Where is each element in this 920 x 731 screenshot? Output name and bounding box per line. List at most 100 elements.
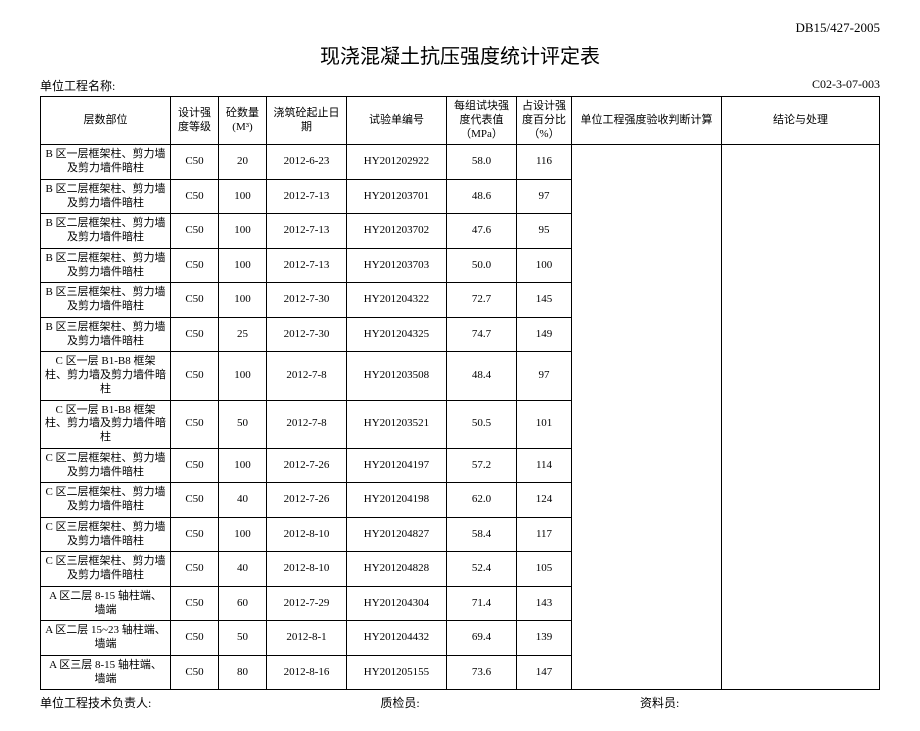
cell-grade: C50 — [171, 317, 219, 352]
cell-date: 2012-6-23 — [267, 145, 347, 180]
cell-position: C 区二层框架柱、剪力墙及剪力墙件暗柱 — [41, 483, 171, 518]
th-result: 结论与处理 — [722, 97, 880, 145]
cell-rep: 62.0 — [447, 483, 517, 518]
cell-rep: 52.4 — [447, 552, 517, 587]
cell-date: 2012-7-8 — [267, 400, 347, 448]
cell-position: C 区三层框架柱、剪力墙及剪力墙件暗柱 — [41, 552, 171, 587]
cell-grade: C50 — [171, 248, 219, 283]
cell-grade: C50 — [171, 145, 219, 180]
cell-position: B 区一层框架柱、剪力墙及剪力墙件暗柱 — [41, 145, 171, 180]
cell-date: 2012-8-10 — [267, 517, 347, 552]
page-title: 现浇混凝土抗压强度统计评定表 — [40, 40, 880, 69]
cell-pct: 147 — [517, 655, 572, 690]
cell-grade: C50 — [171, 621, 219, 656]
cell-specimen: HY201204198 — [347, 483, 447, 518]
cell-pct: 149 — [517, 317, 572, 352]
form-number: C02-3-07-003 — [812, 77, 880, 94]
cell-specimen: HY201202922 — [347, 145, 447, 180]
cell-specimen: HY201204325 — [347, 317, 447, 352]
cell-qty: 60 — [219, 586, 267, 621]
cell-grade: C50 — [171, 552, 219, 587]
cell-grade: C50 — [171, 586, 219, 621]
cell-rep: 50.0 — [447, 248, 517, 283]
cell-date: 2012-7-30 — [267, 317, 347, 352]
th-specimen: 试验单编号 — [347, 97, 447, 145]
cell-pct: 124 — [517, 483, 572, 518]
cell-specimen: HY201203702 — [347, 214, 447, 249]
cell-pct: 143 — [517, 586, 572, 621]
cell-qty: 50 — [219, 400, 267, 448]
doc-code: DB15/427-2005 — [40, 20, 880, 36]
cell-rep: 57.2 — [447, 448, 517, 483]
cell-position: C 区二层框架柱、剪力墙及剪力墙件暗柱 — [41, 448, 171, 483]
cell-date: 2012-7-13 — [267, 179, 347, 214]
cell-pct: 97 — [517, 179, 572, 214]
cell-pct: 117 — [517, 517, 572, 552]
cell-date: 2012-8-1 — [267, 621, 347, 656]
meta-row: 单位工程名称: C02-3-07-003 — [40, 77, 880, 94]
cell-grade: C50 — [171, 448, 219, 483]
header-row: 层数部位 设计强度等级 砼数量 (M³) 浇筑砼起止日期 试验单编号 每组试块强… — [41, 97, 880, 145]
cell-pct: 97 — [517, 352, 572, 400]
cell-specimen: HY201203521 — [347, 400, 447, 448]
cell-rep: 48.6 — [447, 179, 517, 214]
th-date: 浇筑砼起止日期 — [267, 97, 347, 145]
cell-specimen: HY201205155 — [347, 655, 447, 690]
cell-pct: 100 — [517, 248, 572, 283]
cell-qty: 20 — [219, 145, 267, 180]
cell-qty: 40 — [219, 552, 267, 587]
cell-specimen: HY201203508 — [347, 352, 447, 400]
cell-qty: 25 — [219, 317, 267, 352]
cell-qty: 40 — [219, 483, 267, 518]
cell-qty: 100 — [219, 179, 267, 214]
cell-position: C 区一层 B1-B8 框架柱、剪力墙及剪力墙件暗柱 — [41, 400, 171, 448]
cell-specimen: HY201203701 — [347, 179, 447, 214]
cell-rep: 72.7 — [447, 283, 517, 318]
cell-position: C 区一层 B1-B8 框架柱、剪力墙及剪力墙件暗柱 — [41, 352, 171, 400]
cell-position: A 区二层 8-15 轴柱端、墙端 — [41, 586, 171, 621]
footer-row: 单位工程技术负责人: 质检员: 资料员: — [40, 694, 880, 711]
cell-pct: 101 — [517, 400, 572, 448]
cell-qty: 80 — [219, 655, 267, 690]
cell-position: B 区二层框架柱、剪力墙及剪力墙件暗柱 — [41, 214, 171, 249]
cell-position: C 区三层框架柱、剪力墙及剪力墙件暗柱 — [41, 517, 171, 552]
table-row: B 区一层框架柱、剪力墙及剪力墙件暗柱C50202012-6-23HY20120… — [41, 145, 880, 180]
cell-date: 2012-8-16 — [267, 655, 347, 690]
cell-rep: 47.6 — [447, 214, 517, 249]
footer-qc: 质检员: — [280, 694, 520, 711]
cell-grade: C50 — [171, 179, 219, 214]
cell-position: B 区二层框架柱、剪力墙及剪力墙件暗柱 — [41, 179, 171, 214]
cell-rep: 58.4 — [447, 517, 517, 552]
cell-rep: 69.4 — [447, 621, 517, 656]
project-label: 单位工程名称: — [40, 77, 115, 94]
cell-date: 2012-7-26 — [267, 483, 347, 518]
cell-date: 2012-7-13 — [267, 248, 347, 283]
cell-grade: C50 — [171, 400, 219, 448]
cell-result — [722, 145, 880, 690]
cell-grade: C50 — [171, 214, 219, 249]
cell-specimen: HY201204828 — [347, 552, 447, 587]
cell-date: 2012-7-13 — [267, 214, 347, 249]
cell-position: A 区三层 8-15 轴柱端、墙端 — [41, 655, 171, 690]
th-grade: 设计强度等级 — [171, 97, 219, 145]
cell-specimen: HY201204322 — [347, 283, 447, 318]
cell-rep: 74.7 — [447, 317, 517, 352]
cell-position: A 区二层 15~23 轴柱端、墙端 — [41, 621, 171, 656]
cell-specimen: HY201204827 — [347, 517, 447, 552]
cell-pct: 116 — [517, 145, 572, 180]
th-position: 层数部位 — [41, 97, 171, 145]
cell-date: 2012-7-30 — [267, 283, 347, 318]
cell-grade: C50 — [171, 483, 219, 518]
cell-rep: 48.4 — [447, 352, 517, 400]
cell-specimen: HY201204304 — [347, 586, 447, 621]
cell-date: 2012-8-10 — [267, 552, 347, 587]
cell-qty: 100 — [219, 248, 267, 283]
cell-qty: 100 — [219, 214, 267, 249]
cell-grade: C50 — [171, 655, 219, 690]
cell-date: 2012-7-29 — [267, 586, 347, 621]
cell-qty: 50 — [219, 621, 267, 656]
cell-specimen: HY201203703 — [347, 248, 447, 283]
cell-date: 2012-7-8 — [267, 352, 347, 400]
cell-qty: 100 — [219, 283, 267, 318]
cell-qty: 100 — [219, 448, 267, 483]
